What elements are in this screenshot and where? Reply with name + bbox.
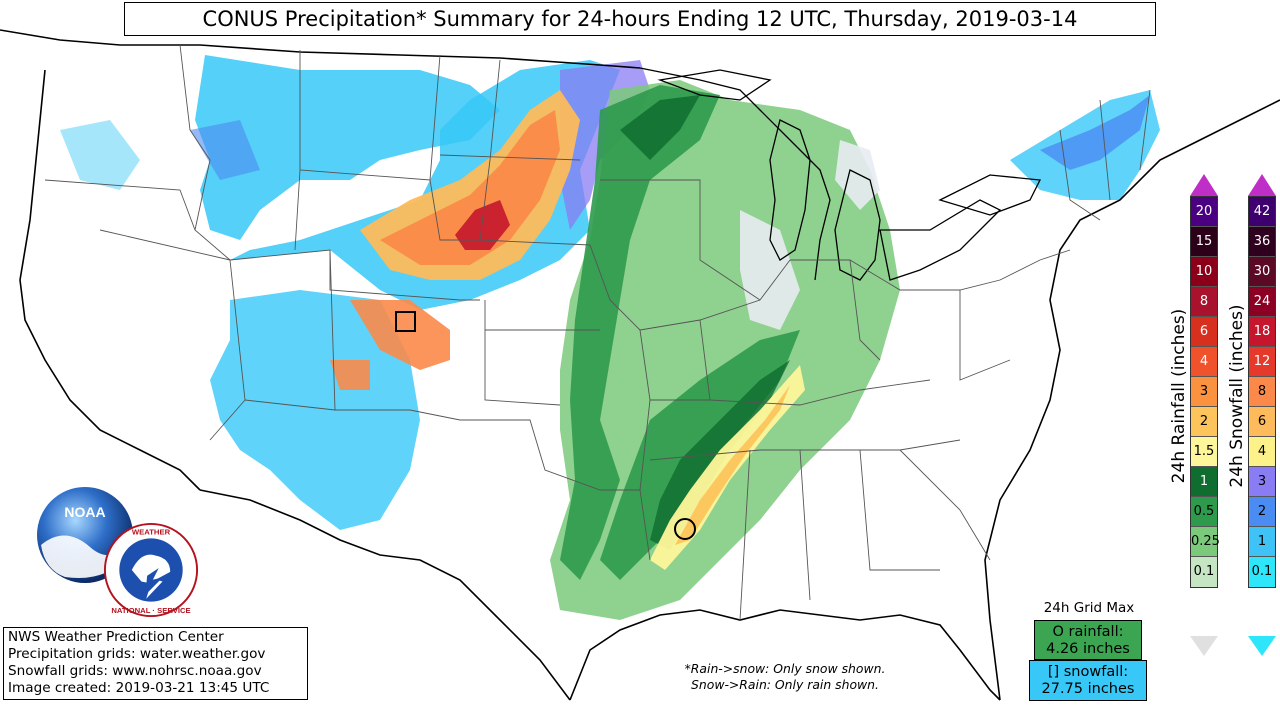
state-borders bbox=[44, 44, 1151, 621]
snow-level-24: 24 bbox=[1249, 287, 1275, 317]
svg-text:NATIONAL · SERVICE: NATIONAL · SERVICE bbox=[111, 606, 190, 615]
footnote: *Rain->snow: Only snow shown. Snow->Rain… bbox=[660, 661, 910, 693]
credits-box: NWS Weather Prediction Center Precipitat… bbox=[3, 627, 308, 700]
rainfall-colorbar: 20 15 10 8 6 4 3 2 1.5 1 0.5 0.25 0.1 bbox=[1190, 196, 1220, 588]
rain-level-0_25: 0.25 bbox=[1191, 527, 1220, 557]
rain-level-0_1: 0.1 bbox=[1191, 557, 1217, 587]
snow-level-30: 30 bbox=[1249, 257, 1275, 287]
grid-max-title: 24h Grid Max bbox=[1043, 600, 1135, 616]
snowfall-legend-label: 24h Snowfall (inches) bbox=[1227, 304, 1247, 488]
footnote-line-1: *Rain->snow: Only snow shown. bbox=[684, 661, 886, 676]
rain-level-10: 10 bbox=[1191, 257, 1217, 287]
rain-level-1: 1 bbox=[1191, 467, 1217, 497]
rain-level-2: 2 bbox=[1191, 407, 1217, 437]
heavy-snow-core bbox=[330, 90, 580, 390]
rain-level-6: 6 bbox=[1191, 317, 1217, 347]
grid-max-rain-label: O rainfall: bbox=[1052, 624, 1124, 640]
rain-level-20: 20 bbox=[1191, 197, 1217, 227]
snow-level-42: 42 bbox=[1249, 197, 1275, 227]
snowfall-max-marker bbox=[395, 311, 416, 332]
svg-text:WEATHER: WEATHER bbox=[132, 527, 171, 536]
credits-line-created: Image created: 2019-03-21 13:45 UTC bbox=[8, 680, 270, 696]
rainfall-legend-top-cap bbox=[1190, 174, 1218, 196]
snow-level-18: 18 bbox=[1249, 317, 1275, 347]
svg-text:NOAA: NOAA bbox=[64, 504, 105, 520]
snow-level-1: 1 bbox=[1249, 527, 1275, 557]
rain-level-1_5: 1.5 bbox=[1191, 437, 1217, 467]
footnote-line-2: Snow->Rain: Only rain shown. bbox=[691, 677, 879, 692]
grid-max-snowfall: [] snowfall: 27.75 inches bbox=[1029, 660, 1147, 701]
rain-level-4: 4 bbox=[1191, 347, 1217, 377]
grid-max-rainfall: O rainfall: 4.26 inches bbox=[1034, 620, 1142, 660]
rain-level-8: 8 bbox=[1191, 287, 1217, 317]
rainfall-legend-label: 24h Rainfall (inches) bbox=[1169, 308, 1189, 484]
rain-level-0_5: 0.5 bbox=[1191, 497, 1217, 527]
snow-level-8: 8 bbox=[1249, 377, 1275, 407]
grid-max-snow-label: [] snowfall: bbox=[1047, 664, 1129, 680]
snowfall-colorbar: 42 36 30 24 18 12 8 6 4 3 2 1 0.1 bbox=[1248, 196, 1276, 588]
rainfall-max-marker bbox=[674, 518, 696, 540]
credits-line-precip: Precipitation grids: water.weather.gov bbox=[8, 646, 266, 662]
credits-line-snow: Snowfall grids: www.nohrsc.noaa.gov bbox=[8, 663, 262, 679]
snow-level-2: 2 bbox=[1249, 497, 1275, 527]
snow-level-12: 12 bbox=[1249, 347, 1275, 377]
snow-level-0_1: 0.1 bbox=[1249, 557, 1275, 587]
rainfall-legend-bottom-cap bbox=[1190, 636, 1218, 656]
grid-max-snow-value: 27.75 inches bbox=[1041, 681, 1135, 697]
rainfall-areas bbox=[550, 80, 900, 620]
grid-max-rain-value: 4.26 inches bbox=[1046, 641, 1130, 657]
rain-level-15: 15 bbox=[1191, 227, 1217, 257]
snow-level-4: 4 bbox=[1249, 437, 1275, 467]
credits-line-center: NWS Weather Prediction Center bbox=[8, 629, 224, 645]
snowfall-legend-top-cap bbox=[1248, 174, 1276, 196]
snowfall-legend-bottom-cap bbox=[1248, 636, 1276, 656]
map-title: CONUS Precipitation* Summary for 24-hour… bbox=[124, 2, 1156, 36]
nws-logo: WEATHER NATIONAL · SERVICE bbox=[103, 522, 199, 618]
snow-level-36: 36 bbox=[1249, 227, 1275, 257]
snow-level-3: 3 bbox=[1249, 467, 1275, 497]
rain-level-3: 3 bbox=[1191, 377, 1217, 407]
snow-level-6: 6 bbox=[1249, 407, 1275, 437]
